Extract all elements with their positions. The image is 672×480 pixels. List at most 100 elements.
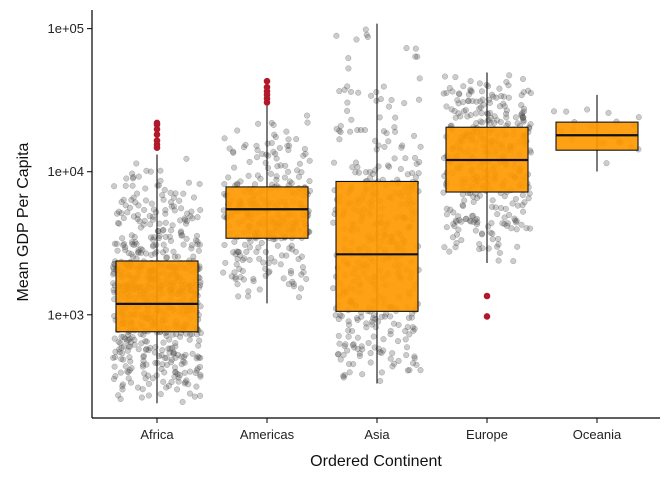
jitter-point-europe (494, 211, 501, 218)
jitter-point-americas (285, 136, 292, 143)
jitter-point-asia (369, 170, 377, 177)
jitter-point-oceania (584, 106, 591, 113)
jitter-point-europe (493, 117, 501, 124)
jitter-point-africa (178, 205, 185, 212)
jitter-point-europe (501, 103, 508, 110)
jitter-point-africa (115, 392, 122, 399)
jitter-point-europe (479, 245, 486, 252)
jitter-point-americas (281, 174, 288, 181)
jitter-point-asia (417, 143, 424, 150)
jitter-point-africa (194, 238, 201, 245)
jitter-point-europe (495, 235, 502, 242)
jitter-point-europe (449, 88, 456, 95)
jitter-point-africa (192, 369, 199, 377)
jitter-point-americas (241, 241, 249, 248)
jitter-point-europe (463, 215, 470, 222)
jitter-point-africa (169, 222, 176, 229)
jitter-point-africa (135, 173, 142, 180)
jitter-point-africa (112, 373, 119, 380)
jitter-point-africa (119, 386, 126, 393)
jitter-point-africa (190, 194, 198, 201)
jitter-point-africa (130, 241, 138, 249)
jitter-point-americas (222, 259, 229, 266)
jitter-point-asia (401, 100, 408, 107)
jitter-point-europe (487, 114, 494, 122)
jitter-point-americas (277, 162, 284, 169)
jitter-point-europe (480, 101, 487, 108)
jitter-point-asia (376, 114, 383, 121)
jitter-point-europe (492, 204, 499, 211)
jitter-point-europe (446, 85, 453, 92)
jitter-point-asia (336, 127, 343, 134)
jitter-point-africa (174, 370, 181, 378)
jitter-point-asia (354, 164, 361, 171)
jitter-point-africa (116, 346, 123, 353)
jitter-point-americas (287, 267, 294, 274)
jitter-point-europe (473, 120, 480, 127)
jitter-point-asia (349, 342, 356, 349)
jitter-point-africa (140, 357, 147, 364)
jitter-point-africa (125, 336, 132, 344)
jitter-point-africa (119, 381, 126, 388)
jitter-point-americas (273, 176, 280, 183)
jitter-point-asia (355, 169, 363, 176)
jitter-point-americas (255, 244, 262, 251)
jitter-point-europe (452, 217, 459, 224)
jitter-point-africa (178, 361, 185, 368)
jitter-point-europe (495, 241, 502, 248)
jitter-point-africa (166, 336, 173, 343)
box-africa (115, 260, 199, 333)
jitter-point-africa (143, 167, 150, 174)
jitter-point-africa (190, 253, 197, 260)
jitter-point-europe (469, 213, 476, 220)
jitter-point-asia (352, 169, 359, 176)
jitter-point-africa (135, 249, 142, 256)
jitter-point-asia (410, 360, 417, 367)
jitter-point-asia (387, 355, 394, 362)
jitter-point-africa (134, 249, 142, 256)
jitter-point-asia (395, 321, 402, 328)
outlier-europe (483, 313, 491, 320)
jitter-point-africa (140, 353, 147, 360)
jitter-point-asia (380, 83, 387, 90)
jitter-point-africa (197, 392, 204, 399)
y-tick-label: 1e+03 (47, 307, 84, 322)
jitter-point-africa (124, 347, 131, 354)
jitter-point-europe (455, 100, 462, 107)
jitter-point-oceania (605, 109, 612, 116)
jitter-point-asia (413, 361, 420, 368)
jitter-point-americas (293, 136, 300, 143)
jitter-point-africa (197, 373, 204, 380)
jitter-point-asia (347, 128, 354, 135)
jitter-point-africa (143, 338, 150, 345)
jitter-point-asia (403, 45, 410, 52)
jitter-point-africa (157, 391, 164, 398)
jitter-point-europe (451, 108, 458, 115)
jitter-point-europe (484, 83, 492, 90)
jitter-point-europe (518, 111, 525, 118)
jitter-point-europe (443, 103, 450, 110)
jitter-point-americas (274, 242, 281, 249)
jitter-point-americas (255, 120, 262, 127)
jitter-point-asia (334, 351, 342, 358)
box-asia (335, 180, 419, 312)
jitter-point-asia (378, 369, 385, 376)
jitter-point-africa (127, 339, 134, 346)
jitter-point-europe (525, 195, 532, 202)
jitter-point-africa (153, 241, 160, 248)
jitter-point-americas (267, 170, 274, 177)
jitter-point-africa (129, 182, 136, 189)
jitter-point-americas (226, 145, 233, 152)
jitter-point-africa (124, 209, 131, 216)
jitter-point-europe (487, 120, 494, 127)
jitter-point-americas (237, 178, 244, 185)
jitter-point-oceania (563, 108, 570, 115)
jitter-point-europe (520, 105, 528, 112)
jitter-point-europe (503, 222, 511, 229)
jitter-point-americas (260, 259, 267, 266)
jitter-point-europe (487, 229, 494, 236)
jitter-point-africa (183, 218, 190, 225)
jitter-point-europe (472, 216, 479, 224)
jitter-point-asia (416, 75, 423, 82)
jitter-point-americas (286, 142, 293, 149)
